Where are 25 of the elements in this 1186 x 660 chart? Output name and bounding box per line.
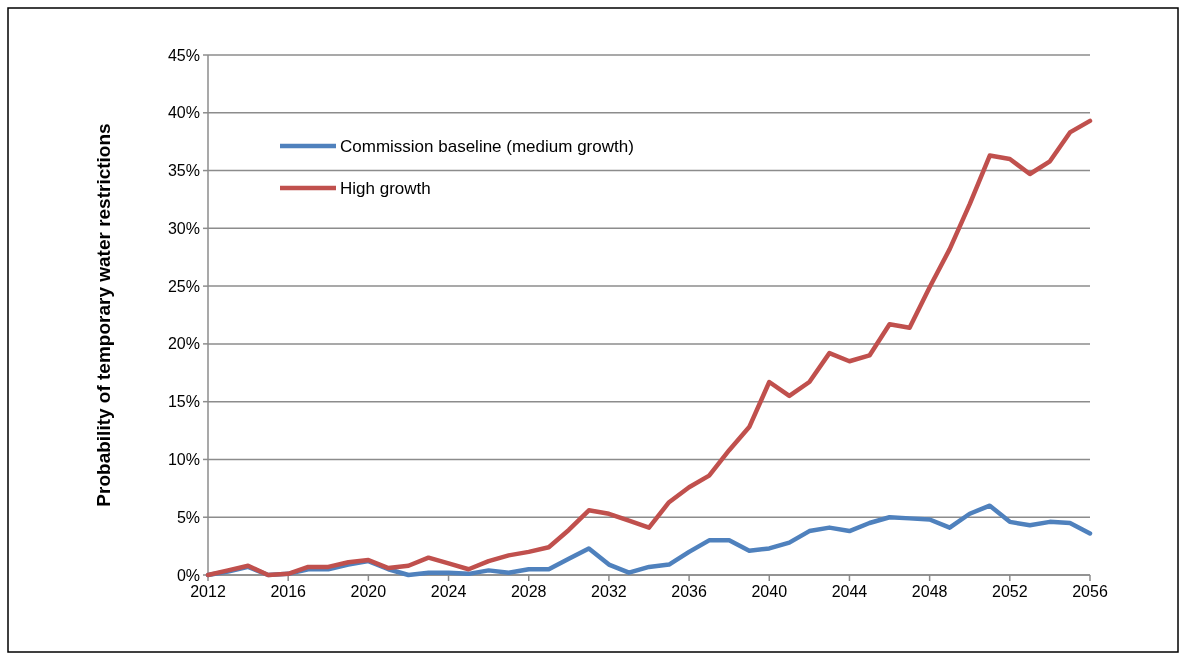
x-tick-label: 2028 xyxy=(510,583,547,600)
x-tick-label: 2040 xyxy=(751,583,788,600)
x-tick-label: 2024 xyxy=(430,583,467,600)
y-axis-title: Probability of temporary water restrictions xyxy=(93,123,114,507)
y-tick-label: 35% xyxy=(167,162,200,180)
x-tick-label: 2016 xyxy=(270,583,307,600)
x-tick-label: 2052 xyxy=(992,583,1028,600)
y-tick-label: 40% xyxy=(167,104,200,122)
y-tick-label: 10% xyxy=(167,451,200,469)
x-tick-label: 2020 xyxy=(350,583,387,600)
y-tick-label: 25% xyxy=(167,277,200,295)
legend-label: Commission baseline (medium growth) xyxy=(340,136,634,156)
x-tick-label: 2036 xyxy=(671,583,707,600)
y-tick-label: 20% xyxy=(167,335,200,353)
x-tick-label: 2032 xyxy=(591,583,627,600)
legend-label: High growth xyxy=(340,178,431,198)
y-tick-label: 15% xyxy=(167,393,200,411)
x-tick-label: 2044 xyxy=(831,583,868,600)
y-tick-label: 0% xyxy=(176,566,200,584)
y-tick-label: 30% xyxy=(167,219,200,237)
y-tick-label: 45% xyxy=(167,46,200,64)
x-tick-label: 2056 xyxy=(1072,583,1108,600)
x-tick-label: 2012 xyxy=(190,583,226,600)
y-tick-label: 5% xyxy=(176,508,200,526)
x-tick-label: 2048 xyxy=(911,583,948,600)
